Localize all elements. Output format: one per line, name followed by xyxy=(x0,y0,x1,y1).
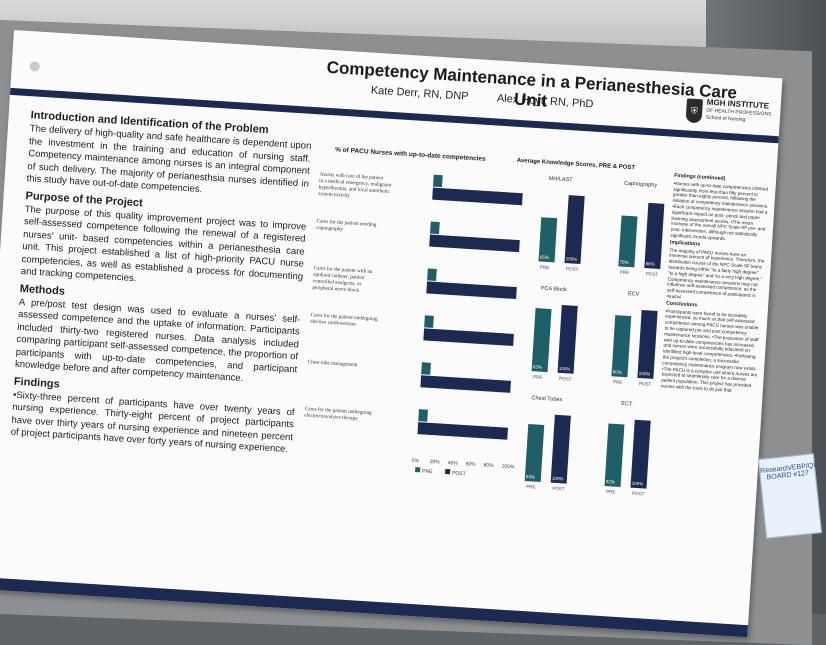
bar-post xyxy=(550,414,571,484)
category-label: POST xyxy=(639,381,652,387)
category-label: Assists with care of the patientin a med… xyxy=(318,170,392,201)
panel-svg: 84% PRE 100% POST xyxy=(524,414,571,492)
competency-chart-svg: Assists with care of the patientin a med… xyxy=(304,170,523,477)
bar-post xyxy=(630,419,651,489)
data-label: 65% xyxy=(540,254,549,260)
knowledge-panel: Chest Tubes 84% PRE 100% POST xyxy=(506,394,582,498)
poster: Competency Maintenance in a Perianesthes… xyxy=(0,30,783,638)
bar-pre xyxy=(531,308,552,373)
category-label: POST xyxy=(552,486,565,492)
legend-label: POST xyxy=(452,470,466,477)
bar-post xyxy=(420,375,511,393)
board-number-tag: Research/EBP/QI BOARD #127 xyxy=(757,453,823,539)
bar-post xyxy=(637,309,658,379)
data-label: 84% xyxy=(526,474,535,480)
right-column: Findings (continued) •Nurses with up-to-… xyxy=(661,172,771,397)
category-label: Cares for the patient with anepidural ca… xyxy=(312,264,373,294)
bar-pre xyxy=(618,215,638,268)
category-label: POST xyxy=(566,266,579,272)
category-label: POST xyxy=(646,271,659,277)
category-label: PRE xyxy=(606,489,616,495)
category-label: PRE xyxy=(620,270,630,276)
bar-pre xyxy=(421,362,431,375)
x-tick-label: 0% xyxy=(412,458,420,464)
x-tick-label: 80% xyxy=(483,462,494,469)
purpose-text: The purpose of this quality improvement … xyxy=(20,203,307,285)
category-label: Cares for the patient needingcapnography xyxy=(316,217,377,234)
bar-pre xyxy=(611,315,632,378)
data-label: 100% xyxy=(559,366,571,372)
implications-text: The majority of PACU nurses have an imme… xyxy=(666,247,765,300)
bar-post xyxy=(432,187,523,206)
competency-chart: % of PACU Nurses with up-to-date compete… xyxy=(295,145,537,518)
panel-svg: 90% PRE 100% POST xyxy=(611,309,658,387)
x-tick-label: 100% xyxy=(501,463,515,470)
category-label: PRE xyxy=(540,265,550,271)
left-column: Introduction and Identification of the P… xyxy=(10,105,313,460)
category-label: PRE xyxy=(526,484,536,490)
knowledge-panel: ECT 92% PRE 100% POST xyxy=(586,399,662,503)
bar-pre xyxy=(430,221,440,235)
pushpin xyxy=(29,61,41,72)
bar-post xyxy=(557,304,578,374)
bar-post xyxy=(564,195,585,265)
data-label: 75% xyxy=(619,259,628,265)
legend-label: PRE xyxy=(422,469,433,476)
category-label: POST xyxy=(559,376,572,382)
data-label: 96% xyxy=(645,261,654,267)
methods-text: A pre/post test design was used to evalu… xyxy=(14,296,301,385)
knowledge-charts: Average Knowledge Scores, PRE & POST MH/… xyxy=(494,158,671,527)
x-tick-label: 40% xyxy=(447,460,458,467)
knowledge-chart-title: Average Knowledge Scores, PRE & POST xyxy=(516,157,636,172)
category-label: Cares for the patient undergoingelective… xyxy=(310,311,378,329)
institution-logo: ⛨ MGH INSTITUTE OF HEALTH PROFESSIONS Sc… xyxy=(685,96,777,136)
category-label: POST xyxy=(632,491,645,497)
bar-pre xyxy=(604,423,625,487)
panel-svg: 75% PRE 96% POST xyxy=(618,202,665,277)
bar-post xyxy=(423,328,514,346)
category-label: PRE xyxy=(533,374,543,380)
data-label: 90% xyxy=(613,369,622,375)
legend-swatch xyxy=(415,467,421,473)
conclusions-text: •Participants were found to be incredibl… xyxy=(660,308,759,393)
panel-svg: 65% PRE 100% POST xyxy=(538,195,585,272)
findings-cont-text: •Nurses with up-to-date competencies cli… xyxy=(670,180,769,242)
category-label: Cares for the patient undergoingelectroc… xyxy=(304,405,372,423)
knowledge-panel: Capnography 75% PRE 96% POST xyxy=(600,179,676,283)
legend-swatch xyxy=(444,468,451,475)
data-label: 100% xyxy=(639,371,651,377)
category-label: PRE xyxy=(613,379,623,385)
data-label: 100% xyxy=(632,481,644,487)
knowledge-panel: ECV 90% PRE 100% POST xyxy=(593,289,669,393)
bar-post xyxy=(644,202,665,270)
bar-pre xyxy=(427,268,437,281)
data-label: 92% xyxy=(606,479,615,485)
bar-pre xyxy=(538,217,558,263)
knowledge-panel: MH/LAST 65% PRE 100% POST xyxy=(520,174,596,278)
bar-pre xyxy=(524,423,545,482)
shield-icon: ⛨ xyxy=(685,98,704,124)
bar-pre xyxy=(424,315,434,328)
panel-svg: 92% PRE 100% POST xyxy=(604,419,651,497)
x-tick-label: 60% xyxy=(465,461,476,468)
category-label: Chest tube management xyxy=(308,359,359,368)
bar-pre xyxy=(432,174,443,188)
x-tick-label: 20% xyxy=(430,459,441,466)
bar-post xyxy=(426,281,517,300)
logo-line-3: School of Nursing xyxy=(705,114,746,124)
data-label: 100% xyxy=(566,256,578,262)
bar-pre xyxy=(418,409,428,422)
bar-post xyxy=(429,234,520,253)
knowledge-panel: PCA Block 93% PRE 100% POST xyxy=(513,284,589,388)
panel-svg: 93% PRE 100% POST xyxy=(531,304,578,382)
data-label: 100% xyxy=(552,476,564,482)
data-label: 93% xyxy=(533,364,542,370)
bar-post xyxy=(417,422,508,440)
